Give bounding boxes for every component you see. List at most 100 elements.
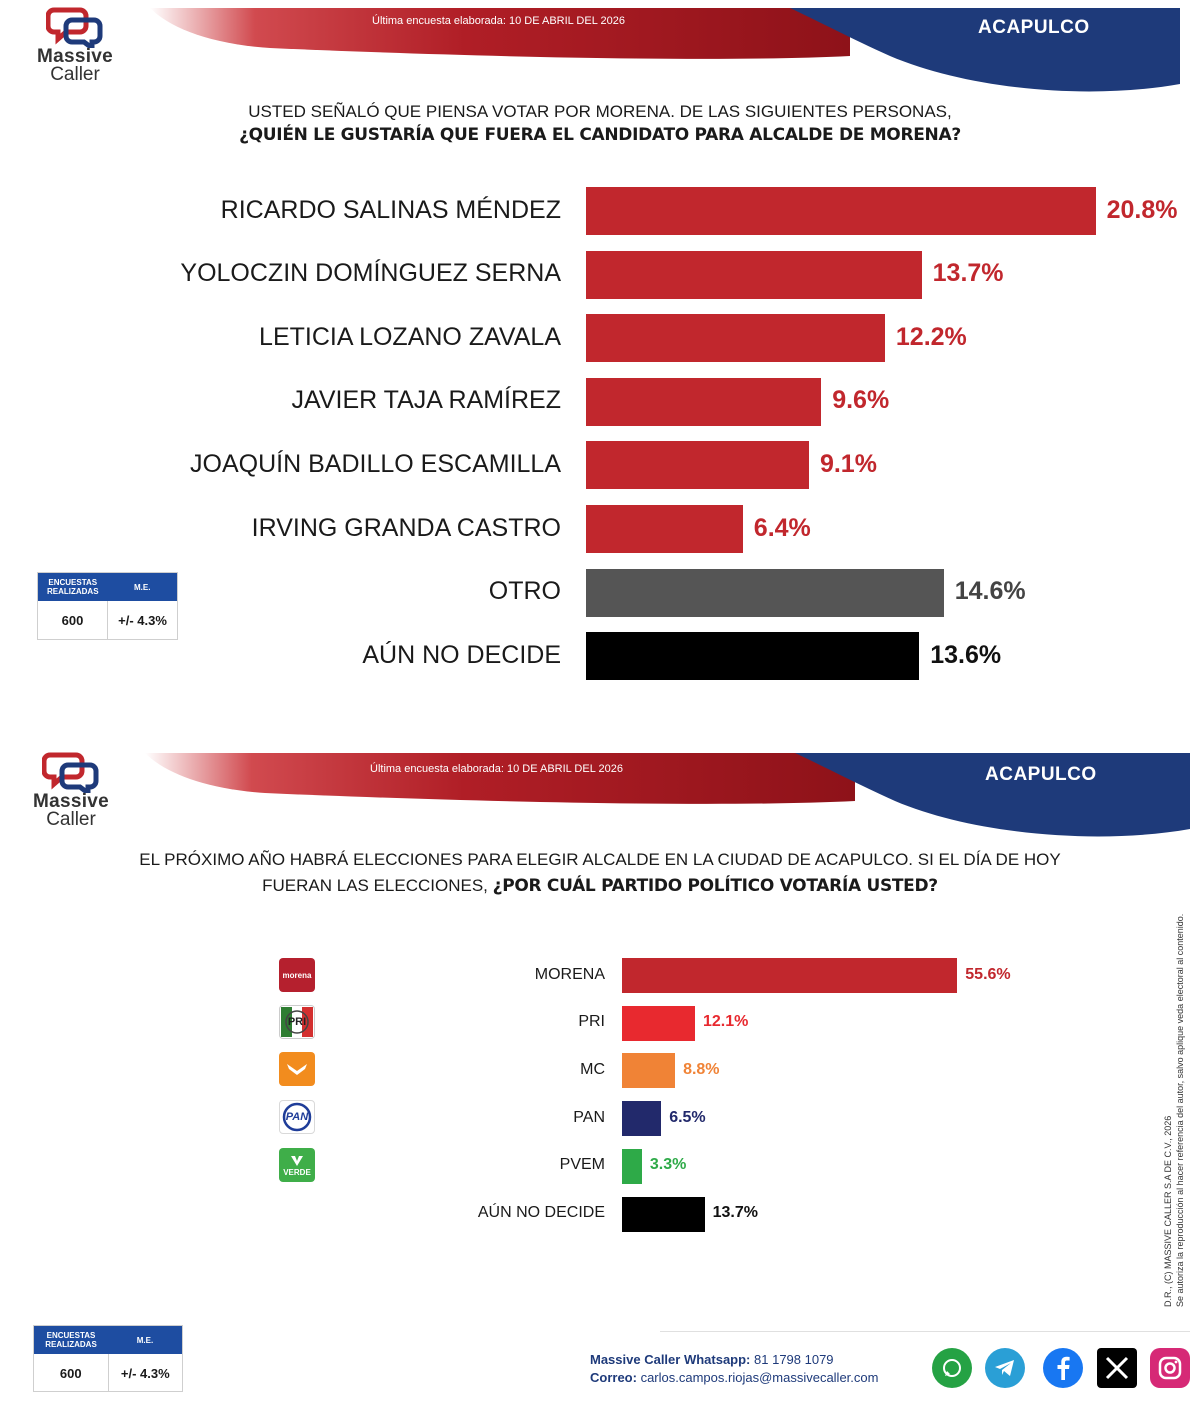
bar-value-label: 6.4%: [753, 513, 811, 542]
category-label: MORENA: [534, 965, 605, 983]
bar-value-label: 13.7%: [712, 1204, 758, 1222]
category-label: YOLOCZIN DOMÍNGUEZ SERNA: [180, 259, 561, 288]
bar-value-label: 3.3%: [649, 1156, 687, 1174]
candidate-bar-chart: RICARDO SALINAS MÉNDEZ 20.8% YOLOCZIN DOMÍ…: [180, 187, 1178, 681]
bar-value-label: 9.6%: [832, 386, 890, 415]
bar: [622, 1148, 642, 1184]
reproduction-line: Se autoriza la reproducción al hacer ref…: [1175, 913, 1185, 1307]
stats-error-header: M.E.: [136, 1335, 154, 1345]
whatsapp-number[interactable]: 81 1798 1079: [754, 1352, 834, 1367]
bar-value-label: 12.2%: [895, 322, 967, 351]
category-label: OTRO: [488, 577, 561, 606]
pan-logo-text: PAN: [285, 1111, 309, 1123]
chat-bubbles-icon: [46, 7, 103, 48]
contact-info: Massive Caller Whatsapp: 81 1798 1079 Co…: [590, 1351, 878, 1387]
pan-emblem-icon: [282, 1102, 312, 1132]
last-survey-date: Última encuesta elaborada: 10 DE ABRIL D…: [370, 763, 623, 775]
party-bar-chart: MORENA 55.6% PRI 12.1% MC 8.8% PAN 6.5% PVEM 3.3%…: [0, 745, 1200, 1422]
question-line-2-bold: ¿POR CUÁL PARTIDO POLÍTICO VOTARÍA USTED…: [492, 876, 939, 896]
stats-header: ENCUESTAS REALIZADAS M.E.: [34, 1326, 182, 1354]
stats-values: 600 +/- 4.3%: [38, 601, 177, 639]
bar-value-label: 12.1%: [702, 1013, 749, 1031]
footer-divider: [660, 1331, 1190, 1332]
question-line-2: ¿QUIÉN LE GUSTARÍA QUE FUERA EL CANDIDAT…: [239, 125, 961, 145]
chat-bubbles-icon: [42, 752, 99, 793]
instagram-icon[interactable]: [1150, 1348, 1190, 1388]
logo-word-caller: Caller: [50, 64, 100, 85]
header-banner: Última encuesta elaborada: 10 DE ABRIL D…: [145, 753, 1190, 841]
copyright-note: D.R., (C) MASSIVE CALLER S.A DE C.V., 20…: [1162, 914, 1186, 1307]
facebook-icon[interactable]: [1043, 1348, 1083, 1388]
toucan-icon: [291, 1155, 303, 1166]
massive-caller-logo: Massive Caller: [26, 751, 116, 830]
telegram-icon[interactable]: [985, 1348, 1025, 1388]
whatsapp-icon[interactable]: [932, 1348, 972, 1388]
email-address[interactable]: carlos.campos.riojas@massivecaller.com: [640, 1370, 879, 1385]
survey-stats-box: ENCUESTAS REALIZADAS M.E. 600 +/- 4.3%: [33, 1325, 183, 1392]
whatsapp-contact: Massive Caller Whatsapp: 81 1798 1079: [590, 1351, 878, 1369]
bar: [622, 958, 958, 993]
category-label: JAVIER TAJA RAMÍREZ: [291, 386, 562, 415]
survey-question: USTED SEÑALÓ QUE PIENSA VOTAR POR MORENA…: [150, 102, 1050, 145]
logo-word-caller: Caller: [46, 809, 96, 830]
morena-logo-text: morena: [282, 970, 312, 980]
stats-error-value: +/- 4.3%: [120, 1365, 170, 1381]
bar-value-label: 13.7%: [932, 259, 1004, 288]
category-label: IRVING GRANDA CASTRO: [251, 513, 561, 542]
category-label: RICARDO SALINAS MÉNDEZ: [220, 195, 561, 224]
stats-surveys-value: 600: [34, 1354, 109, 1392]
morena-logo: morena: [279, 958, 315, 992]
category-label: AÚN NO DECIDE: [477, 1204, 605, 1222]
email-contact: Correo: carlos.campos.riojas@massivecall…: [590, 1369, 878, 1387]
pri-logo-text: PRI: [287, 1016, 307, 1028]
bar: [622, 1101, 662, 1137]
verde-logo: VERDE: [279, 1148, 315, 1182]
copyright-line: D.R., (C) MASSIVE CALLER S.A DE C.V., 20…: [1163, 1115, 1173, 1307]
bar: [586, 632, 920, 681]
bar-value-label: 13.6%: [930, 640, 1002, 669]
pri-logo: PRI: [279, 1005, 315, 1039]
party-poll-panel: Massive Caller Última encuesta elaborada…: [0, 745, 1200, 1422]
bar: [586, 187, 1096, 235]
question-line-2-plain: FUERAN LAS ELECCIONES,: [262, 876, 493, 895]
bar: [622, 1005, 695, 1041]
last-survey-date: Última encuesta elaborada: 10 DE ABRIL D…: [372, 15, 625, 27]
bar-value-label: 9.1%: [819, 449, 877, 478]
stats-values: 600 +/- 4.3%: [34, 1354, 182, 1392]
question-line-1: USTED SEÑALÓ QUE PIENSA VOTAR POR MORENA…: [248, 102, 952, 121]
stats-surveys-header: ENCUESTAS REALIZADAS: [45, 1331, 97, 1349]
candidate-poll-panel: Massive Caller Última encuesta elaborada…: [30, 6, 1180, 681]
x-icon[interactable]: [1097, 1348, 1137, 1388]
bar-value-label: 20.8%: [1106, 195, 1178, 224]
stats-surveys-value: 600: [38, 601, 108, 639]
whatsapp-label: Massive Caller Whatsapp:: [590, 1352, 751, 1367]
massive-caller-logo: Massive Caller: [30, 6, 120, 85]
bar: [586, 314, 885, 363]
city-title: ACAPULCO: [978, 17, 1090, 38]
category-label: PVEM: [559, 1156, 605, 1174]
bar-value-label: 6.5%: [669, 1108, 706, 1126]
pri-emblem-icon: [281, 1007, 313, 1037]
question-line-2: FUERAN LAS ELECCIONES, ¿POR CUÁL PARTIDO…: [40, 876, 1160, 896]
stats-error-value: +/- 4.3%: [118, 612, 167, 628]
bar: [586, 441, 809, 490]
stats-error-header: M.E.: [134, 582, 151, 592]
category-label: LETICIA LOZANO ZAVALA: [259, 322, 561, 351]
category-label: MC: [580, 1060, 605, 1078]
bar-value-label: 14.6%: [954, 577, 1026, 606]
category-label: PAN: [573, 1108, 605, 1126]
bar: [622, 1196, 705, 1232]
bar-value-label: 8.8%: [683, 1060, 720, 1078]
logo-word-massive: Massive: [32, 791, 110, 812]
city-title: ACAPULCO: [985, 764, 1097, 785]
bar-value-label: 55.6%: [965, 965, 1011, 983]
bar: [586, 505, 743, 553]
question-line-1: EL PRÓXIMO AÑO HABRÁ ELECCIONES PARA ELE…: [139, 850, 1061, 869]
email-label: Correo:: [590, 1370, 637, 1385]
header-banner: Última encuesta elaborada: 10 DE ABRIL D…: [150, 8, 1180, 96]
bar: [586, 377, 822, 426]
stats-surveys-header: ENCUESTAS REALIZADAS: [46, 578, 99, 596]
survey-question: EL PRÓXIMO AÑO HABRÁ ELECCIONES PARA ELE…: [40, 850, 1160, 896]
logo-word-massive: Massive: [36, 46, 114, 67]
survey-stats-box: ENCUESTAS REALIZADAS M.E. 600 +/- 4.3%: [37, 572, 178, 640]
